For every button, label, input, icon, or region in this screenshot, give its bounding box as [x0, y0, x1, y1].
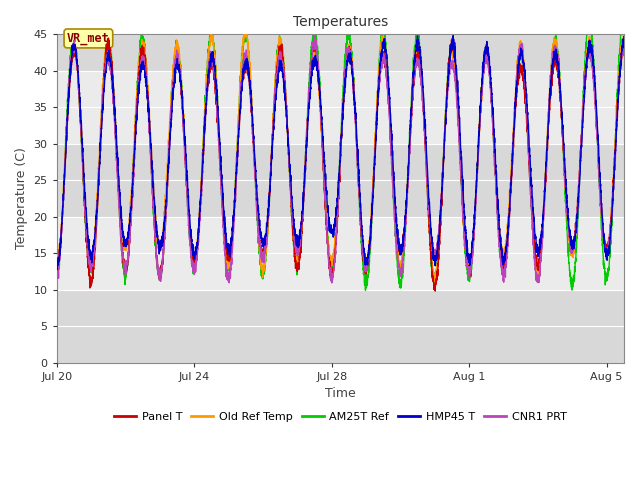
Bar — [57, 71, 624, 144]
Legend: Panel T, Old Ref Temp, AM25T Ref, HMP45 T, CNR1 PRT: Panel T, Old Ref Temp, AM25T Ref, HMP45 … — [109, 408, 571, 426]
Text: VR_met: VR_met — [67, 32, 110, 45]
Title: Temperatures: Temperatures — [292, 15, 388, 29]
X-axis label: Time: Time — [325, 387, 356, 400]
Bar — [57, 216, 624, 289]
Y-axis label: Temperature (C): Temperature (C) — [15, 147, 28, 250]
